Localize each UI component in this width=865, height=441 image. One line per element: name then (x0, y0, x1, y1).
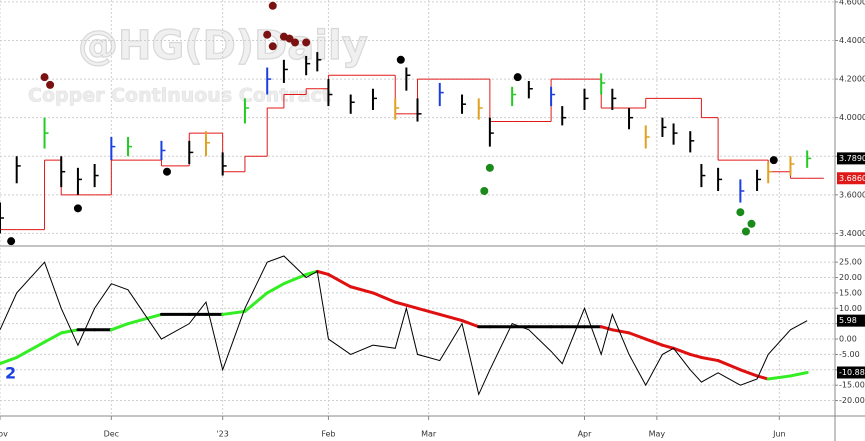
slow-line-segment (243, 291, 269, 313)
x-tick-label: Feb (321, 430, 335, 439)
signal-dot (741, 227, 750, 236)
last-fast-label-box (837, 314, 865, 327)
x-tick-label: Nov (0, 430, 8, 439)
last-stop-label-box (837, 172, 865, 185)
y-tick-label: 3.6000 (839, 190, 865, 199)
signal-dot (291, 38, 300, 47)
fast-line (0, 255, 808, 396)
slow-line-segment (766, 374, 792, 381)
signal-dot (73, 204, 82, 213)
panel-badge: 2 (5, 364, 16, 383)
y-tick-label: 15.00 (839, 288, 862, 297)
slow-line-segment (599, 325, 614, 332)
y-tick-label: 10.00 (839, 304, 862, 313)
slow-line-segment (0, 355, 19, 366)
signal-dot (268, 42, 277, 51)
y-tick-label: -15.00 (839, 381, 865, 390)
slow-line-segment (59, 328, 80, 335)
signal-dot (7, 237, 16, 246)
slow-line-segment (349, 285, 375, 295)
y-tick-label: 20.00 (839, 273, 862, 282)
slow-line-segment (282, 272, 308, 286)
signal-dot (263, 30, 272, 39)
slow-line-segment (404, 303, 419, 310)
slow-line-segment (716, 359, 742, 372)
y-tick-label: 0.00 (839, 335, 857, 344)
slow-line-segment (688, 352, 703, 359)
slow-line-segment (265, 282, 286, 295)
slow-line-segment (699, 355, 720, 363)
slow-line-segment (627, 331, 648, 341)
slow-line-segment (371, 291, 397, 304)
last-fast-label: 5.98 (839, 316, 857, 325)
slow-line-segment (460, 319, 481, 329)
y-tick-label: 4.0000 (839, 113, 865, 122)
x-tick-label: Jun (772, 430, 786, 439)
signal-dot (747, 219, 756, 228)
slow-line-segment (326, 272, 353, 289)
y-tick-label: 25.00 (839, 258, 862, 267)
y-tick-label: 4.6000 (839, 0, 865, 6)
signal-dot (163, 167, 171, 176)
slow-line-segment (438, 312, 464, 323)
last-slow-label-box (837, 366, 865, 379)
slow-line-segment (43, 331, 63, 344)
slow-line-segment (15, 340, 47, 359)
x-tick-label: May (649, 430, 666, 439)
slow-line-segment (126, 312, 163, 326)
y-tick-label: 4.2000 (839, 75, 865, 84)
slow-line-segment (755, 374, 770, 381)
last-stop-label: 3.6860 (839, 174, 865, 183)
watermark-subtitle: Copper Continuous Contract (28, 85, 331, 107)
signal-dot (268, 1, 277, 10)
signal-dot (285, 34, 294, 43)
y-tick-label: 3.4000 (839, 229, 865, 238)
last-slow-label: -10.88 (839, 368, 865, 377)
signal-dot (769, 156, 778, 165)
x-tick-label: Mar (421, 430, 437, 439)
y-tick-label: 4.4000 (839, 36, 865, 45)
slow-line-segment (610, 328, 631, 335)
x-tick-label: Dec (104, 430, 119, 439)
signal-dot (46, 80, 55, 89)
last-close-label: 3.7890 (839, 154, 865, 163)
x-tick-label: '23 (216, 430, 228, 439)
signal-dot (485, 163, 494, 172)
last-close-label-box (837, 152, 865, 165)
watermark-title: @HG(D)Daily (78, 23, 368, 69)
signal-dot (40, 73, 49, 82)
slow-line-segment (109, 322, 130, 332)
y-tick-label: -20.00 (839, 396, 865, 405)
signal-dot (396, 55, 405, 64)
y-tick-label: -5.00 (839, 350, 860, 359)
slow-line-segment (221, 309, 247, 316)
slow-line-segment (738, 368, 759, 378)
slow-line-segment (393, 300, 408, 307)
slow-line-segment (315, 269, 330, 276)
x-tick-label: Apr (578, 430, 593, 439)
slow-line-segment (660, 343, 676, 350)
signal-dot (513, 73, 522, 82)
signal-dot (480, 186, 489, 195)
signal-dot (736, 208, 745, 217)
signal-dot (302, 38, 311, 47)
slow-line-segment (788, 370, 809, 378)
slow-line-segment (672, 346, 692, 356)
slow-line-segment (644, 337, 664, 347)
slow-line-segment (416, 306, 442, 316)
